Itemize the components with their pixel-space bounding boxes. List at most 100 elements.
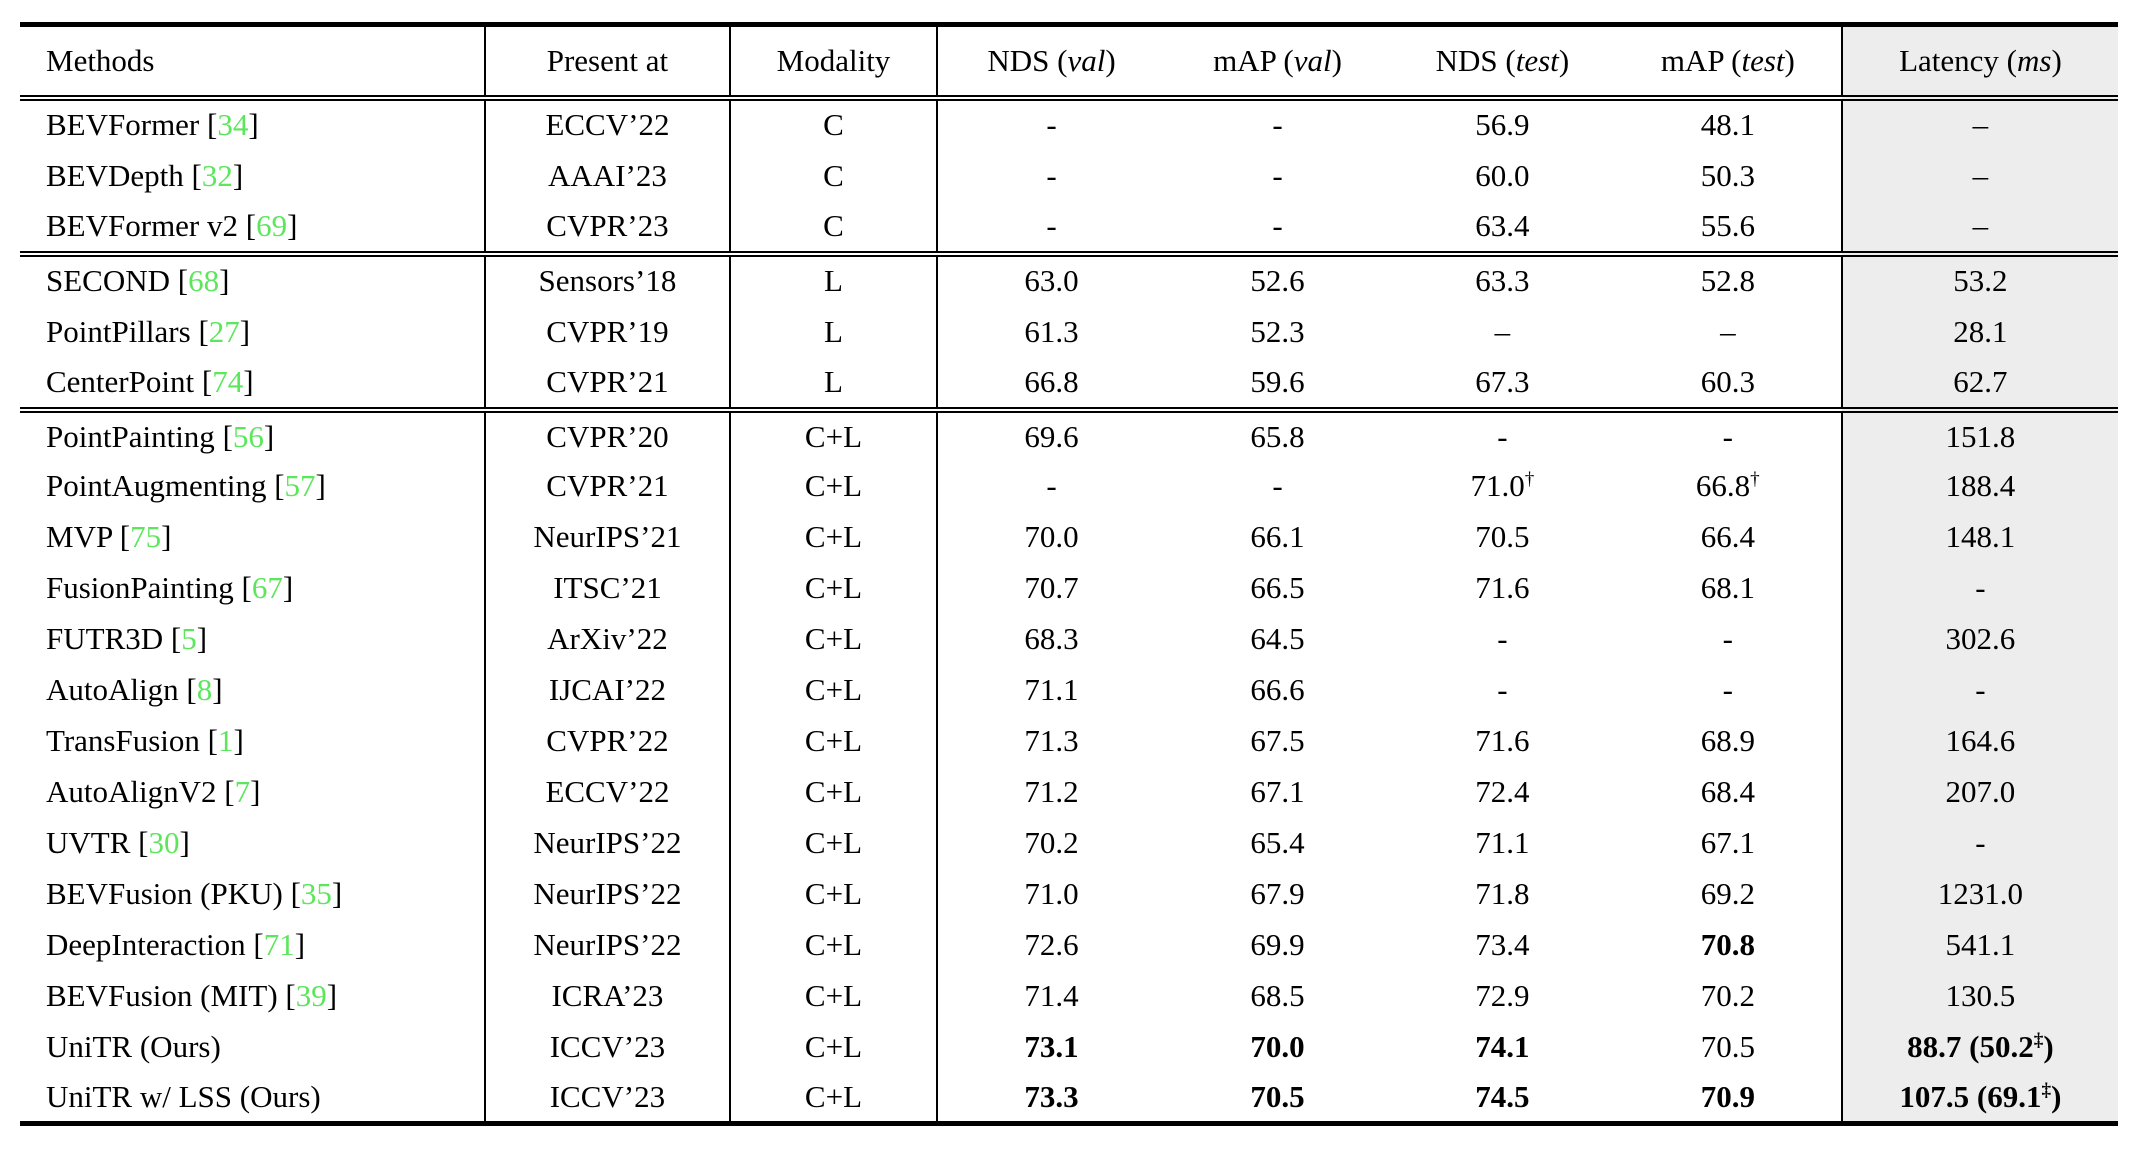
table-row: PointAugmenting [57] CVPR’21 C+L - - 71.0† 66.…: [20, 460, 2118, 512]
col-header-label: Latency (: [1899, 42, 2017, 78]
table-header: Methods Present at Modality NDS (val) mAP (v…: [20, 24, 2118, 98]
metric-cell-map_test: 67.1: [1614, 817, 1843, 869]
citation-link[interactable]: 39: [295, 978, 327, 1013]
modality-cell: C+L: [729, 460, 939, 512]
citation-link[interactable]: 32: [201, 157, 233, 193]
col-header-label: Present at: [546, 42, 669, 78]
metric-cell-nds_val: 71.2: [1024, 774, 1079, 809]
venue-cell: AAAI’23: [484, 149, 731, 202]
latency-cell: 107.5 (69.1‡): [1841, 1072, 2118, 1124]
latency-cell: 302.6: [1841, 613, 2118, 665]
method-cell: PointPillars [27]: [20, 305, 486, 358]
modality-cell: C+L: [729, 868, 939, 920]
metric-cell-nds_test: 63.3: [1475, 263, 1530, 298]
metric-cell-map_test: 70.8: [1614, 919, 1843, 971]
metric-cell-map_val: 67.5: [1250, 723, 1305, 758]
metric-cell-map_val: 67.9: [1250, 876, 1305, 911]
metric-cell-map_val: 52.3: [1250, 313, 1305, 349]
method-cell: DeepInteraction [71]: [20, 919, 486, 971]
citation-link[interactable]: 71: [263, 927, 295, 962]
citation-link[interactable]: 1: [218, 723, 234, 758]
table-row: UVTR [30] NeurIPS’22 C+L 70.2 65.4 71.1 67.1-: [20, 817, 2118, 869]
citation-link[interactable]: 67: [251, 570, 283, 605]
table-row: BEVDepth [32] AAAI’23 C - - 60.0 50.3–: [20, 149, 2118, 202]
method-name: PointPillars: [46, 313, 191, 349]
col-header-label-italic: test: [1741, 42, 1785, 78]
metric-cell-map_test: 60.3: [1614, 357, 1843, 410]
col-header-map_test: mAP (test): [1614, 24, 1843, 98]
metric-cell-map_test: -: [1614, 613, 1843, 665]
metric-cell-nds_val: 71.0: [1024, 876, 1079, 911]
metric-cell-nds_val: 73.3: [1024, 1078, 1079, 1114]
metric-cell-nds_val: 66.8: [1024, 364, 1079, 399]
modality-cell: L: [729, 253, 939, 306]
citation-link[interactable]: 7: [234, 774, 251, 809]
latency-cell: 164.6: [1841, 715, 2118, 767]
citation-link[interactable]: 74: [212, 364, 244, 399]
method-name: UVTR: [46, 825, 131, 860]
method-cell: TransFusion [1]: [20, 715, 486, 767]
venue-cell: NeurIPS’21: [484, 511, 731, 563]
metric-cell-nds_test: 70.5: [1475, 519, 1530, 554]
citation-link[interactable]: 27: [208, 313, 240, 349]
method-name: AutoAlign: [46, 672, 179, 707]
metric-cell-map_test: 68.1: [1614, 562, 1843, 614]
venue-cell: CVPR’23: [484, 201, 731, 254]
metric-cell-nds_val: -: [1046, 468, 1057, 503]
metric-cell-map_val: 64.5: [1250, 621, 1305, 656]
metric-cell-nds_val: 63.0: [1024, 263, 1079, 298]
metric-cell-nds_test: 71.0†: [1470, 468, 1535, 503]
method-cell: FusionPainting [67]: [20, 562, 486, 614]
metric-cell-nds_test: -: [1497, 621, 1508, 656]
method-name: SECOND: [46, 263, 171, 298]
modality-cell: C+L: [729, 613, 939, 665]
method-name: PointAugmenting: [46, 468, 267, 503]
latency-cell: 541.1: [1841, 919, 2118, 971]
citation-link[interactable]: 5: [181, 621, 197, 656]
method-cell: UniTR (Ours): [20, 1021, 486, 1073]
method-name: CenterPoint: [46, 364, 195, 399]
col-header-latency: Latency (ms): [1841, 24, 2118, 98]
col-header-present: Present at: [484, 24, 731, 98]
modality-cell: L: [729, 357, 939, 410]
metric-cell-nds_test: 71.6: [1475, 570, 1530, 605]
table-row: PointPillars [27] CVPR’19 L 61.3 52.3– –28.1: [20, 305, 2118, 358]
citation-link[interactable]: 75: [130, 519, 162, 554]
table-row: SECOND [68] Sensors’18 L 63.0 52.6 63.3 52.8 53…: [20, 253, 2118, 306]
table-row: CenterPoint [74] CVPR’21 L 66.8 59.6 67.3 60.3…: [20, 357, 2118, 410]
metric-cell-map_val: 70.0: [1250, 1029, 1305, 1064]
citation-link[interactable]: 34: [217, 107, 249, 142]
citation-link[interactable]: 69: [256, 208, 288, 243]
col-header-modality: Modality: [729, 24, 939, 98]
citation-link[interactable]: 35: [300, 876, 332, 911]
latency-cell: 148.1: [1841, 511, 2118, 563]
col-header-label-italic: ms: [2016, 42, 2052, 78]
citation-link[interactable]: 56: [232, 418, 264, 454]
venue-cell: IJCAI’22: [484, 664, 731, 716]
metric-cell-map_test: -: [1614, 664, 1843, 716]
col-header-label-italic: test: [1515, 42, 1559, 78]
table-row: MVP [75] NeurIPS’21 C+L 70.0 66.1 70.5 66.4 148…: [20, 511, 2118, 563]
metric-cell-map_val: -: [1272, 468, 1283, 503]
method-name: TransFusion: [46, 723, 200, 758]
method-name: UniTR w/ LSS (Ours): [46, 1078, 321, 1114]
method-cell: BEVFormer [34]: [20, 97, 486, 150]
citation-link[interactable]: 68: [188, 263, 220, 298]
venue-cell: NeurIPS’22: [484, 817, 731, 869]
metric-cell-nds_test: 72.4: [1475, 774, 1530, 809]
citation-link[interactable]: 30: [148, 825, 180, 860]
metric-cell-nds_test: 63.4: [1475, 208, 1530, 243]
citation-link[interactable]: 57: [284, 468, 316, 503]
citation-link[interactable]: 8: [196, 672, 213, 707]
table-row: AutoAlign [8] IJCAI’22 C+L 71.1 66.6- - -: [20, 664, 2118, 716]
metric-cell-map_val: 65.4: [1250, 825, 1305, 860]
method-name: BEVFormer: [46, 107, 200, 142]
venue-cell: NeurIPS’22: [484, 868, 731, 920]
method-cell: BEVFormer v2 [69]: [20, 201, 486, 254]
method-cell: MVP [75]: [20, 511, 486, 563]
metric-cell-map_test: 68.4: [1614, 766, 1843, 818]
modality-cell: C+L: [729, 1021, 939, 1073]
metric-cell-map_val: 70.5: [1250, 1078, 1305, 1114]
metric-cell-nds_val: 70.7: [1024, 570, 1079, 605]
latency-cell: 151.8: [1841, 409, 2118, 461]
